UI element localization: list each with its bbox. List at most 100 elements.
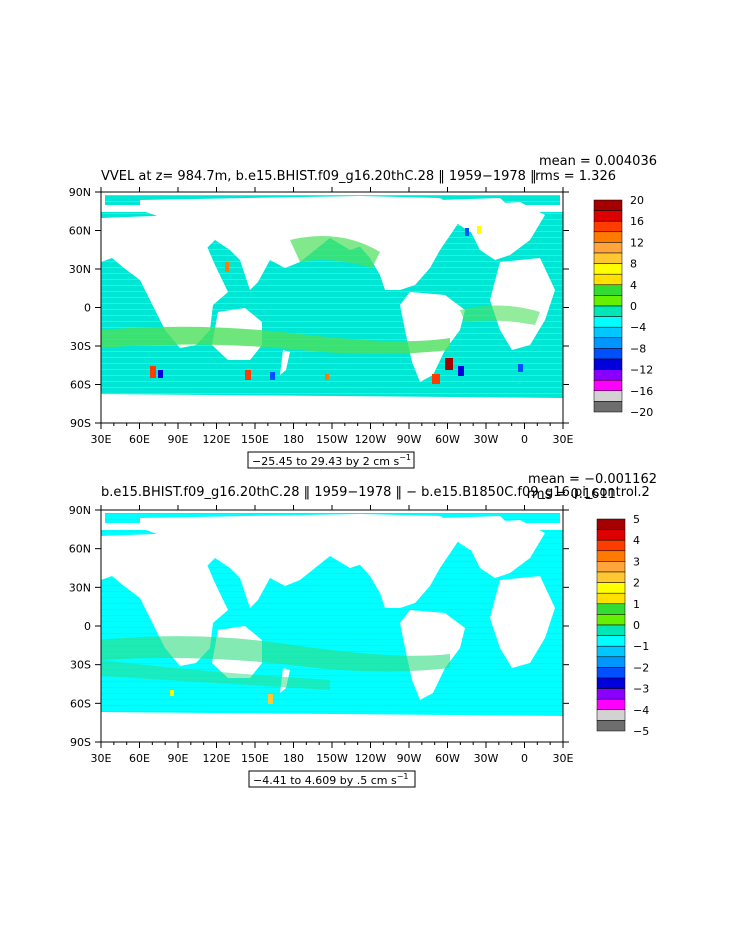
colorbar-swatch [596,667,626,679]
x-tick-label: 0 [521,433,528,446]
panel-1-colorbar: 20 16 12 8 4 0 −4 −8 −12 −16 −20 [593,194,653,419]
x-tick-label: 30W [474,752,499,765]
colorbar-swatch [596,550,626,562]
panel-1-rms: rms = 1.326 [535,169,616,184]
colorbar-swatch [593,358,623,370]
x-tick-label: 30W [474,433,499,446]
y-tick-label: 90S [70,736,91,749]
panel-2-y-ticks: 90N 60N 30N 0 30S 60S 90S [69,504,569,749]
colorbar-label: −3 [633,683,649,696]
colorbar-label: −16 [630,385,653,398]
colorbar-swatch [593,263,623,275]
x-tick-label: 150E [241,752,269,765]
colorbar-swatch [593,252,623,264]
antarctica-land [101,394,563,423]
panel-2-title: b.e15.BHIST.f09_g16.20thC.28 ‖ 1959−1978… [101,485,650,500]
colorbar-swatch [593,199,623,211]
x-tick-label: 60W [435,433,460,446]
x-tick-label: 90W [397,433,422,446]
x-tick-label: 180 [283,433,304,446]
colorbar-label: −4 [630,321,646,334]
y-tick-label: 90N [69,504,91,517]
x-tick-label: 90E [168,433,189,446]
panel-1-hotspots [150,226,523,384]
colorbar-swatch [596,539,626,552]
panel-1: VVEL at z= 984.7m, b.e15.BHIST.f09_g16.2… [69,154,657,469]
x-tick-label: 30E [91,752,112,765]
x-tick-label: 30E [91,433,112,446]
x-tick-label: 90W [397,752,422,765]
colorbar-swatch [593,337,623,349]
south-america-land [400,292,465,382]
colorbar-label: 2 [633,577,640,590]
colorbar-swatch [593,210,623,222]
panel-2-range-label: −4.41 to 4.609 by .5 cm s−1 [248,770,416,788]
y-tick-label: 30S [70,340,91,353]
colorbar-swatch [593,326,623,339]
x-tick-label: 60E [129,433,150,446]
colorbar-swatch [596,571,626,583]
colorbar-swatch [596,645,626,658]
x-tick-label: 120W [355,752,387,765]
colorbar-swatch [596,709,626,721]
y-tick-label: 90N [69,186,91,199]
colorbar-label: 0 [633,619,640,632]
y-tick-label: 90S [70,417,91,430]
colorbar-label: 0 [630,300,637,313]
colorbar-swatch [593,273,623,286]
newzealand-land [280,350,290,375]
colorbar-label: 3 [633,555,640,568]
colorbar-swatch [596,677,626,689]
colorbar-swatch [596,582,626,594]
x-tick-label: 30E [553,433,574,446]
x-tick-label: 60W [435,752,460,765]
x-tick-label: 60E [129,752,150,765]
africa-west-land [490,258,555,350]
colorbar-swatch [596,592,626,605]
x-tick-label: 150W [316,433,348,446]
colorbar-swatch [596,624,626,636]
x-tick-label: 120E [203,752,231,765]
x-tick-label: 0 [521,752,528,765]
panel-1-mean: mean = 0.004036 [539,154,657,169]
y-tick-label: 60S [70,379,91,392]
panel-2: b.e15.BHIST.f09_g16.20thC.28 ‖ 1959−1978… [69,472,657,788]
x-tick-label: 150E [241,433,269,446]
y-tick-label: 30N [69,263,91,276]
colorbar-swatch [593,390,623,402]
colorbar-swatch [596,656,626,668]
colorbar-swatch [593,242,623,254]
panel-2-colorbar: 5 4 3 2 1 0 −1 −2 −3 −4 −5 [596,513,649,738]
x-tick-label: 120E [203,433,231,446]
colorbar-label: −4 [633,704,649,717]
colorbar-swatch [596,698,626,711]
colorbar-swatch [596,529,626,541]
panel-1-range-label: −25.45 to 29.43 by 2 cm s−1 [247,451,415,469]
colorbar-swatch [596,635,626,647]
colorbar-swatch [593,316,623,328]
colorbar-label: −20 [630,406,653,419]
colorbar-label: 8 [630,258,637,271]
colorbar-swatch [596,561,626,573]
africa-land [101,215,228,348]
x-tick-label: 180 [283,752,304,765]
svg-text:−4.41 to 4.609 by .5 cm s−1: −4.41 to 4.609 by .5 cm s−1 [253,772,409,787]
colorbar-label: 4 [630,279,637,292]
x-tick-label: 150W [316,752,348,765]
panel-1-title: VVEL at z= 984.7m, b.e15.BHIST.f09_g16.2… [101,169,537,184]
colorbar-swatch [593,231,623,243]
x-tick-label: 30E [553,752,574,765]
colorbar-label: −8 [630,342,646,355]
colorbar-swatch [593,348,623,360]
colorbar-swatch [593,369,623,381]
panel-1-map [101,192,563,423]
colorbar-label: 16 [630,215,644,228]
colorbar-swatch [593,401,623,413]
colorbar-label: −2 [633,661,649,674]
panel-2-map [101,510,563,742]
y-tick-label: 60S [70,697,91,710]
y-tick-label: 30N [69,581,91,594]
x-tick-label: 90E [168,752,189,765]
y-tick-label: 60N [69,225,91,238]
colorbar-swatch [593,295,623,307]
